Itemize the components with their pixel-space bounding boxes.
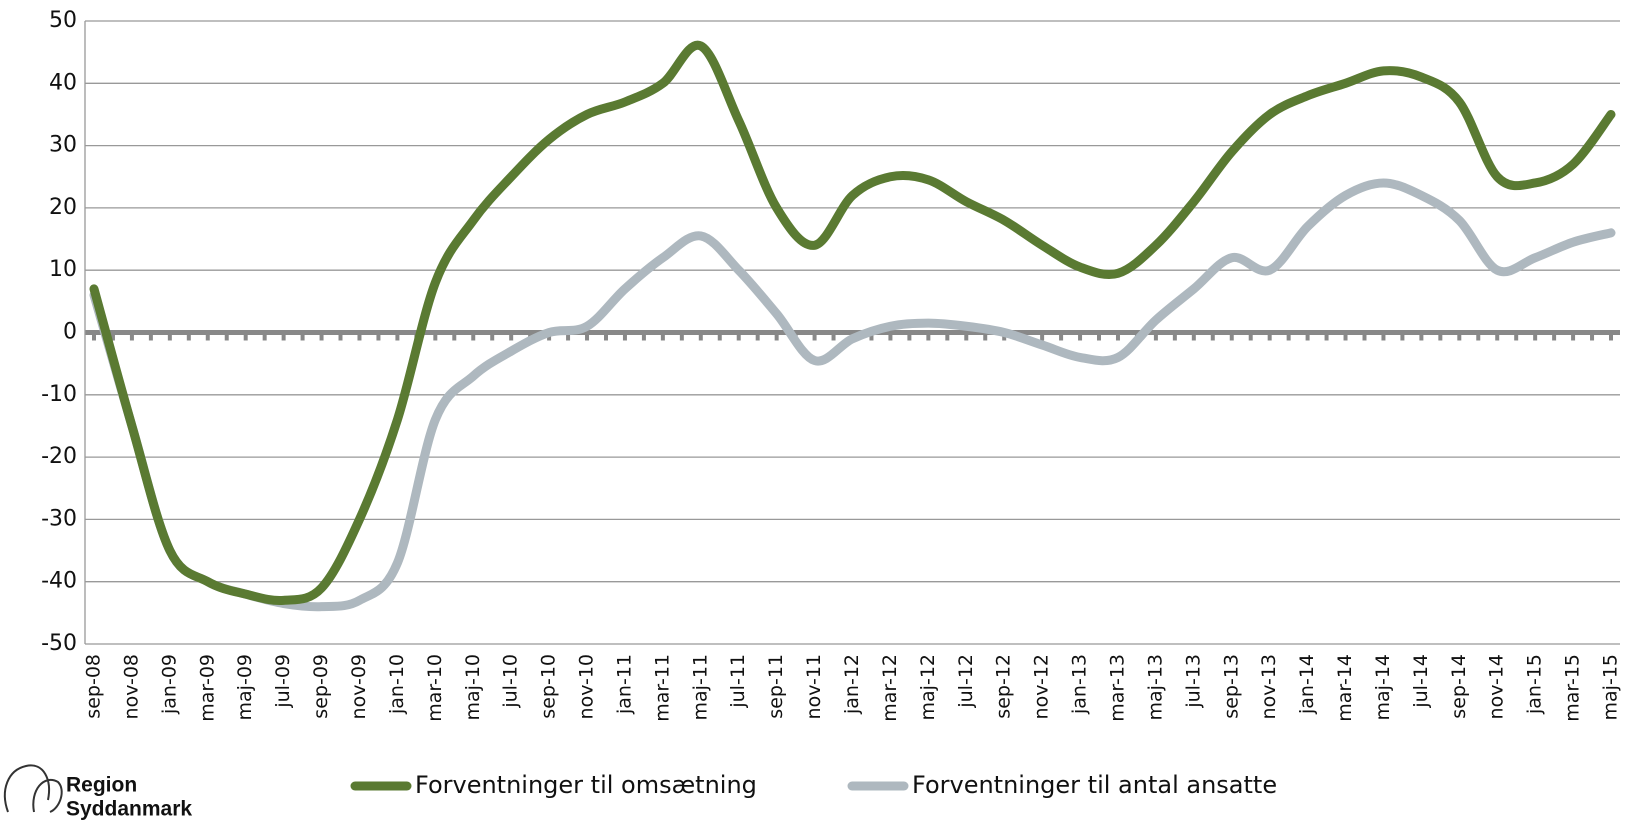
x-tick-label: mar-09: [196, 654, 218, 722]
line: [89, 178, 1616, 612]
x-tick-label: maj-12: [917, 654, 939, 720]
y-tick-label: -50: [41, 631, 77, 656]
y-tick-label: 50: [49, 8, 77, 33]
y-tick-label: -40: [41, 569, 77, 594]
x-tick-label: mar-12: [879, 654, 901, 722]
logo-icon: [3, 764, 63, 813]
x-tick-label: jan-13: [1069, 654, 1091, 715]
x-tick-label: jul-12: [955, 654, 977, 709]
legend-label: Forventninger til omsætning: [415, 771, 757, 799]
x-tick-label: nov-09: [348, 654, 370, 719]
x-tick-label: jan-15: [1524, 654, 1546, 715]
y-tick-label: -30: [41, 506, 77, 531]
x-tick-label: nov-13: [1258, 654, 1280, 719]
x-tick-label: mar-15: [1562, 654, 1584, 722]
x-tick-label: nov-12: [1031, 654, 1053, 719]
line: [89, 40, 1616, 606]
y-tick-label: 30: [49, 133, 77, 158]
x-tick-label: jul-09: [272, 654, 294, 709]
x-tick-label: sep-14: [1448, 654, 1470, 719]
x-tick-label: sep-08: [83, 654, 105, 719]
x-tick-label: jan-12: [841, 654, 863, 715]
x-tick-label: jan-10: [386, 654, 408, 715]
x-tick-label: nov-14: [1486, 654, 1508, 719]
x-tick-label: jul-11: [727, 654, 749, 709]
y-tick-label: 20: [49, 195, 77, 220]
x-tick-label: maj-09: [234, 654, 256, 720]
y-tick-label: 10: [49, 257, 77, 282]
x-tick-label: sep-09: [310, 654, 332, 719]
x-tick-label: mar-10: [424, 654, 446, 722]
logo-text: Region: [66, 774, 137, 797]
y-tick-label: 0: [63, 320, 77, 345]
x-tick-label: maj-11: [689, 654, 711, 720]
y-tick-label: -10: [41, 382, 77, 407]
x-tick-label: jan-14: [1296, 654, 1318, 715]
x-tick-label: jul-14: [1410, 654, 1432, 709]
x-tick-label: jul-13: [1182, 654, 1204, 709]
x-tick-label: nov-08: [120, 654, 142, 719]
x-tick-label: mar-14: [1334, 654, 1356, 722]
x-tick-label: nov-11: [803, 654, 825, 719]
x-tick-label: mar-13: [1106, 654, 1128, 722]
legend-label: Forventninger til antal ansatte: [912, 771, 1277, 799]
x-tick-label: maj-15: [1600, 654, 1622, 720]
logo-text: Syddanmark: [66, 798, 192, 821]
x-tick-label: maj-10: [462, 654, 484, 720]
x-tick-label: mar-11: [651, 654, 673, 722]
x-tick-label: sep-10: [538, 654, 560, 719]
x-tick-label: sep-11: [765, 654, 787, 719]
x-tick-label: nov-10: [576, 654, 598, 719]
x-tick-label: jul-10: [500, 654, 522, 709]
x-tick-label: maj-13: [1144, 654, 1166, 720]
x-tick-label: jan-09: [158, 654, 180, 715]
y-tick-label: 40: [49, 70, 77, 95]
x-tick-label: maj-14: [1372, 654, 1394, 720]
x-tick-label: sep-12: [993, 654, 1015, 719]
x-tick-label: jan-11: [613, 654, 635, 715]
x-tick-label: sep-13: [1220, 654, 1242, 719]
y-tick-label: -20: [41, 444, 77, 469]
